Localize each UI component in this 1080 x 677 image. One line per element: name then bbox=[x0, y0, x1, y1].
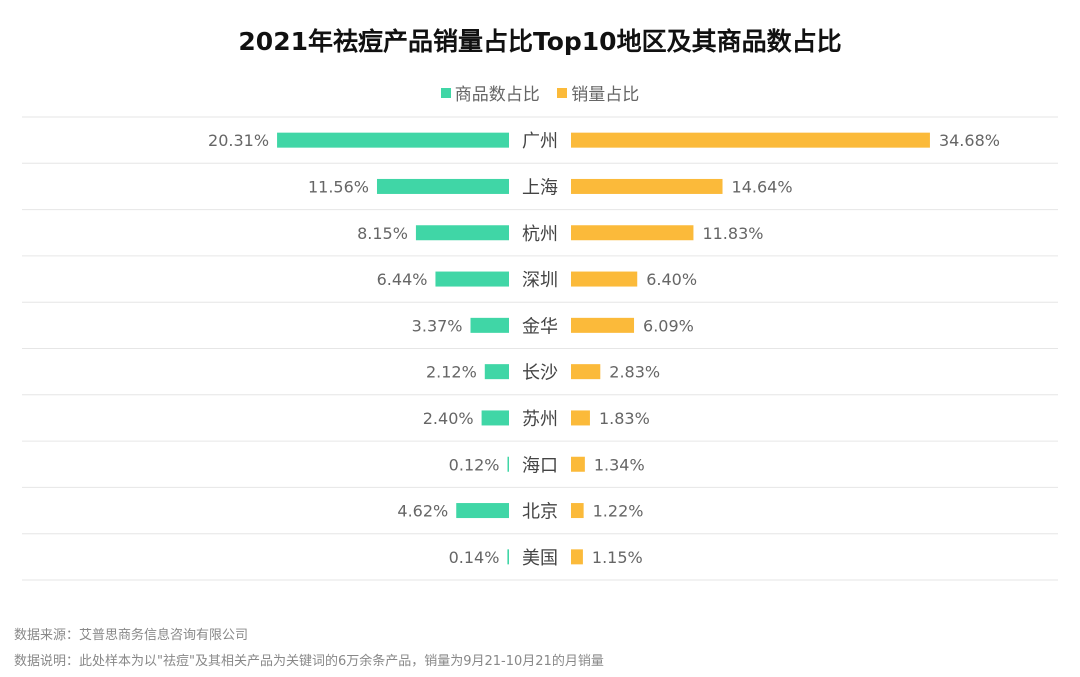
legend-swatch bbox=[557, 87, 568, 98]
bar-sales bbox=[571, 132, 930, 148]
bar-sales bbox=[571, 317, 635, 333]
footnote-note: 数据说明：此处样本为以"祛痘"及其相关产品为关键词的6万余条产品，销量为9月21… bbox=[14, 654, 604, 669]
bar-count bbox=[484, 364, 509, 380]
category-label: 金华 bbox=[522, 316, 558, 337]
legend-label: 商品数占比 bbox=[454, 85, 540, 105]
data-label-count: 0.14% bbox=[449, 548, 500, 567]
data-label-sales: 1.15% bbox=[592, 548, 643, 567]
data-label-count: 20.31% bbox=[208, 131, 269, 150]
bar-count bbox=[470, 317, 509, 333]
data-label-count: 0.12% bbox=[449, 455, 500, 474]
data-label-count: 3.37% bbox=[412, 316, 463, 335]
bar-count bbox=[376, 178, 509, 194]
data-label-count: 6.44% bbox=[377, 270, 428, 289]
legend-item-sales: 销量占比 bbox=[557, 80, 639, 105]
legend-item-count: 商品数占比 bbox=[440, 80, 540, 105]
category-label: 深圳 bbox=[522, 270, 558, 291]
legend-label: 销量占比 bbox=[571, 85, 640, 105]
bar-sales bbox=[571, 549, 583, 565]
bar-sales bbox=[571, 410, 590, 426]
data-label-sales: 1.83% bbox=[599, 409, 650, 428]
chart-plot: 广州 20.31% 34.68% 上海 11.56% 14.64% 杭州 8.15% 11.83… bbox=[22, 116, 1058, 581]
bar-count bbox=[456, 503, 509, 519]
data-label-count: 8.15% bbox=[357, 224, 408, 243]
data-label-count: 11.56% bbox=[308, 177, 369, 196]
category-label: 长沙 bbox=[522, 363, 558, 384]
legend: 商品数占比 销量占比 bbox=[0, 80, 1080, 105]
bar-count bbox=[415, 225, 509, 241]
data-label-sales: 1.34% bbox=[594, 455, 645, 474]
data-label-sales: 34.68% bbox=[939, 131, 1000, 150]
data-label-sales: 6.09% bbox=[643, 316, 694, 335]
category-label: 广州 bbox=[522, 131, 558, 152]
bar-count bbox=[481, 410, 509, 426]
bar-count bbox=[507, 549, 509, 565]
data-label-sales: 6.40% bbox=[646, 270, 697, 289]
chart-title: 2021年祛痘产品销量占比Top10地区及其商品数占比 bbox=[238, 27, 842, 56]
category-label: 苏州 bbox=[522, 409, 558, 430]
category-label: 海口 bbox=[522, 455, 558, 476]
data-label-count: 2.12% bbox=[426, 363, 477, 382]
data-label-sales: 11.83% bbox=[702, 224, 763, 243]
footnote-source: 数据来源：艾普思商务信息咨询有限公司 bbox=[14, 628, 249, 643]
bar-sales bbox=[571, 271, 638, 287]
bar-sales bbox=[571, 456, 585, 472]
bar-sales bbox=[571, 503, 584, 519]
category-label: 杭州 bbox=[522, 224, 558, 245]
category-label: 美国 bbox=[522, 548, 558, 569]
bar-count bbox=[277, 132, 509, 148]
data-label-count: 2.40% bbox=[423, 409, 474, 428]
bar-sales bbox=[571, 364, 601, 380]
bar-count bbox=[507, 456, 509, 472]
data-label-sales: 1.22% bbox=[593, 502, 644, 521]
legend-swatch bbox=[440, 87, 451, 98]
data-label-sales: 2.83% bbox=[609, 363, 660, 382]
category-label: 北京 bbox=[522, 502, 558, 523]
bar-count bbox=[435, 271, 509, 287]
bar-sales bbox=[571, 178, 723, 194]
data-label-count: 4.62% bbox=[397, 502, 448, 521]
category-label: 上海 bbox=[522, 177, 558, 198]
bar-sales bbox=[571, 225, 694, 241]
data-label-sales: 14.64% bbox=[732, 177, 793, 196]
